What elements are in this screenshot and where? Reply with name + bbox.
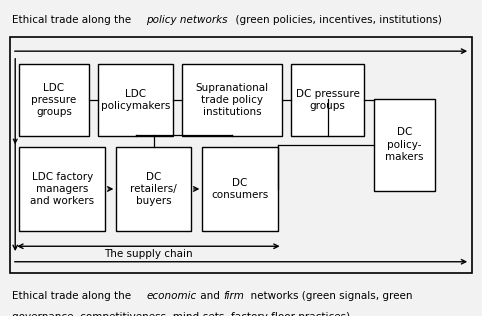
Text: DC
policy-
makers: DC policy- makers (385, 127, 424, 162)
Text: Ethical trade along the: Ethical trade along the (12, 15, 134, 25)
Text: economic: economic (147, 291, 197, 301)
Text: policy networks: policy networks (147, 15, 228, 25)
Bar (291, 64, 364, 136)
Bar (182, 64, 281, 136)
Text: and: and (197, 291, 223, 301)
Text: DC
retailers/
buyers: DC retailers/ buyers (130, 172, 177, 206)
Text: networks (green signals, green: networks (green signals, green (244, 291, 413, 301)
Text: governance, competitiveness, mind-sets, factory floor practices): governance, competitiveness, mind-sets, … (12, 313, 350, 316)
Bar (374, 99, 435, 191)
Text: LDC factory
managers
and workers: LDC factory managers and workers (30, 172, 94, 206)
Bar (116, 147, 191, 231)
Bar (202, 147, 278, 231)
Text: firm: firm (223, 291, 244, 301)
Text: (green policies, incentives, institutions): (green policies, incentives, institution… (229, 15, 442, 25)
Bar (19, 147, 106, 231)
Text: DC pressure
groups: DC pressure groups (296, 89, 360, 111)
Text: The supply chain: The supply chain (104, 249, 193, 259)
Bar (19, 64, 89, 136)
Bar (98, 64, 173, 136)
Text: DC
consumers: DC consumers (212, 178, 268, 200)
Text: Supranational
trade policy
institutions: Supranational trade policy institutions (196, 82, 268, 117)
Text: LDC
policymakers: LDC policymakers (101, 89, 170, 111)
Text: Ethical trade along the: Ethical trade along the (12, 291, 134, 301)
Bar (10, 37, 472, 273)
Text: LDC
pressure
groups: LDC pressure groups (31, 82, 77, 117)
